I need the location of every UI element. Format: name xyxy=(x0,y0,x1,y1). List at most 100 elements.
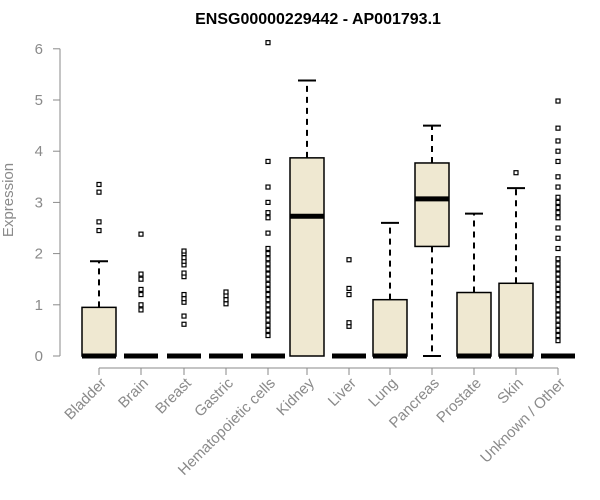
box-group xyxy=(124,231,158,359)
outlier-point xyxy=(265,158,271,165)
outlier-point xyxy=(265,271,271,277)
outlier-point xyxy=(555,225,561,231)
outlier-point xyxy=(265,184,271,190)
box-group xyxy=(167,248,201,359)
outlier-point xyxy=(555,184,561,190)
outlier-point xyxy=(555,98,561,104)
box-group xyxy=(456,212,492,359)
outlier-point xyxy=(223,301,229,307)
outlier-point xyxy=(555,256,561,262)
outlier-point xyxy=(555,204,561,211)
outlier-point xyxy=(346,285,352,292)
outlier-point xyxy=(96,181,102,188)
outlier-point xyxy=(555,307,561,313)
axes-group: 0 1 2 3 4 5 6 xyxy=(35,41,559,375)
outlier-point xyxy=(265,322,271,328)
outlier-point xyxy=(555,174,561,180)
outlier-point xyxy=(555,338,561,344)
outlier-point xyxy=(265,230,271,236)
box-rect xyxy=(289,157,325,357)
outlier-point xyxy=(555,291,561,298)
outlier-point xyxy=(555,302,561,308)
outlier-point xyxy=(555,286,561,293)
y-tick-label: 6 xyxy=(35,41,43,58)
box-group xyxy=(81,181,117,359)
outlier-point xyxy=(138,302,144,308)
outlier-point xyxy=(265,317,271,323)
outlier-point xyxy=(555,245,561,252)
outlier-point xyxy=(265,210,271,216)
y-tick-label: 1 xyxy=(35,297,43,314)
box-rect xyxy=(456,291,492,357)
x-tick-label: Liver xyxy=(325,375,360,410)
outlier-point xyxy=(138,291,144,298)
outlier-point xyxy=(555,261,561,267)
outlier-point xyxy=(265,256,271,262)
outlier-point xyxy=(265,215,271,221)
outlier-point xyxy=(265,276,271,282)
outlier-point xyxy=(138,276,144,282)
box-group xyxy=(498,170,534,359)
outlier-point xyxy=(555,297,561,303)
outlier-point xyxy=(555,317,561,323)
x-tick-label: Skin xyxy=(494,375,527,408)
x-tick-label: Brain xyxy=(115,375,152,412)
box-rect xyxy=(81,306,117,357)
outlier-point xyxy=(265,40,271,46)
outlier-point xyxy=(555,125,561,131)
outlier-point xyxy=(96,189,102,195)
y-tick-label: 0 xyxy=(35,348,43,365)
outlier-point xyxy=(555,235,561,241)
outlier-point xyxy=(555,276,561,282)
outlier-point xyxy=(181,296,187,302)
outlier-point xyxy=(555,138,561,144)
outlier-point xyxy=(265,261,271,267)
box-group xyxy=(209,289,243,359)
outlier-point xyxy=(265,302,271,308)
outlier-point xyxy=(555,312,561,318)
outlier-point xyxy=(265,245,271,252)
outlier-point xyxy=(181,321,187,327)
outlier-point xyxy=(96,227,102,234)
outlier-point xyxy=(555,281,561,287)
outlier-point xyxy=(555,327,561,333)
outlier-point xyxy=(346,257,352,263)
x-tick-label: Prostate xyxy=(433,375,485,427)
outlier-point xyxy=(555,215,561,221)
outlier-point xyxy=(265,332,271,339)
y-axis-label: Expression xyxy=(0,163,17,237)
outlier-point xyxy=(555,271,561,277)
x-tick-label: Kidney xyxy=(273,374,318,419)
outlier-point xyxy=(265,312,271,318)
outlier-point xyxy=(265,199,271,205)
outlier-point xyxy=(265,286,271,293)
outlier-point xyxy=(181,313,187,319)
outlier-point xyxy=(555,194,561,200)
outlier-point xyxy=(138,286,144,293)
outlier-point xyxy=(346,291,352,298)
outlier-point xyxy=(555,148,561,154)
outlier-point xyxy=(138,231,144,237)
box-rect xyxy=(372,298,408,357)
outlier-point xyxy=(555,158,561,165)
outlier-point xyxy=(223,289,229,295)
box-group xyxy=(289,79,325,357)
outlier-point xyxy=(265,297,271,303)
outlier-point xyxy=(181,270,187,276)
y-tick-label: 3 xyxy=(35,194,43,211)
boxes-group xyxy=(81,40,575,359)
outlier-point xyxy=(138,307,144,313)
x-tick-label: Bladder xyxy=(61,375,110,424)
outlier-point xyxy=(265,327,271,333)
outlier-point xyxy=(346,320,352,326)
outlier-point xyxy=(265,291,271,298)
box-group xyxy=(414,124,450,357)
y-tick-label: 4 xyxy=(35,143,43,160)
outlier-point xyxy=(555,199,561,205)
outlier-point xyxy=(555,332,561,339)
box-group xyxy=(251,40,285,359)
x-tick-label: Breast xyxy=(152,374,195,417)
x-tick-label: Lung xyxy=(365,375,401,411)
